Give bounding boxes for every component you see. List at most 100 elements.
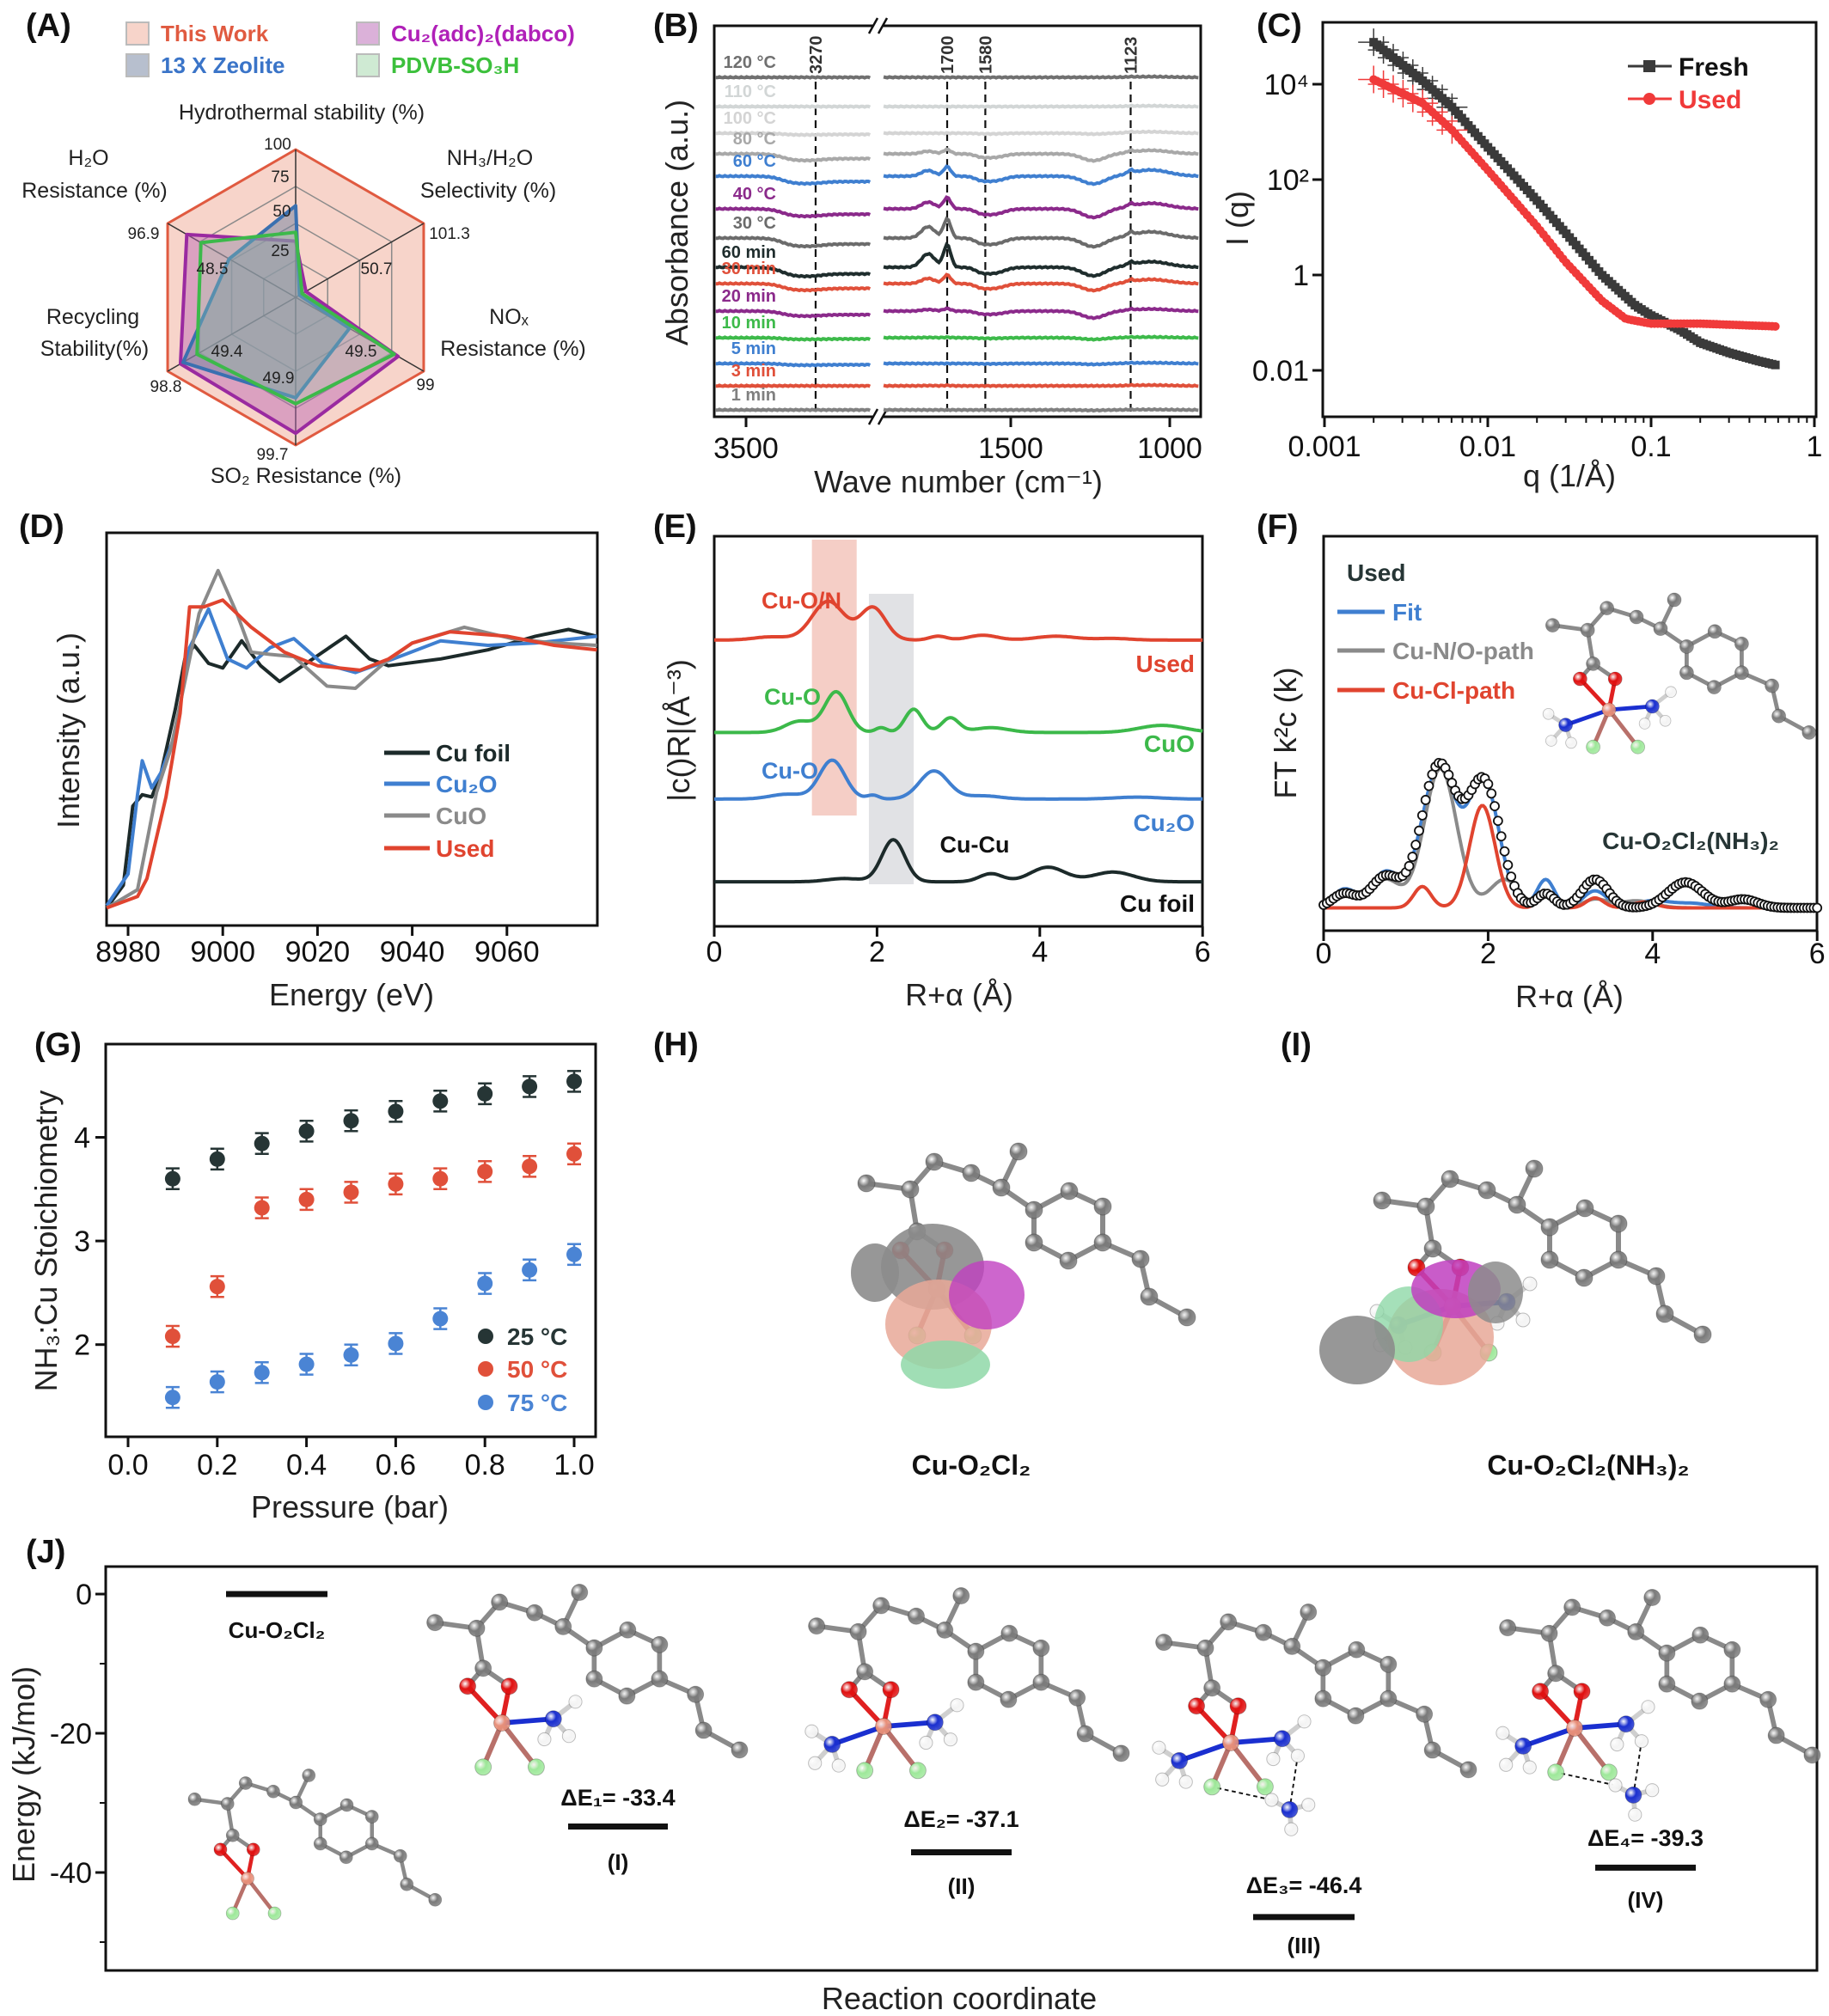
- y-tick-label: 2: [74, 1329, 90, 1362]
- xanes-line-cu-foil: [105, 627, 597, 909]
- atom-h: [1297, 1714, 1312, 1729]
- atom-o: [1607, 671, 1623, 687]
- atom-cu: [1601, 702, 1617, 718]
- x-axis-title: Wave number (cm⁻¹): [814, 464, 1103, 499]
- atom-c: [1693, 1325, 1712, 1344]
- exafs-line-cu-foil: [714, 838, 1203, 884]
- series-label: Cu₂O: [1133, 809, 1195, 836]
- atom-cl: [225, 1906, 240, 1921]
- spectrum-10-min: [715, 335, 872, 342]
- atom-cl: [856, 1762, 874, 1780]
- bond: [1572, 1726, 1612, 1775]
- radar-axis-title: NOₓ: [489, 305, 529, 329]
- atom-c: [808, 1617, 826, 1635]
- atom-h: [1634, 1734, 1649, 1749]
- legend-swatch-cu-adc-dabco: [356, 21, 380, 46]
- atom-c: [1707, 680, 1722, 694]
- atom-h: [1628, 1807, 1642, 1822]
- experimental-point: [1483, 779, 1494, 790]
- data-point-50-c: [477, 1164, 493, 1180]
- energy-label: ΔE₄= -39.3: [1587, 1825, 1704, 1851]
- axis-break-gap: [873, 412, 883, 421]
- spectrum-100-c: [715, 131, 872, 137]
- experimental-point: [1410, 840, 1422, 851]
- radar-tick-label: 96.9: [128, 225, 160, 243]
- experimental-point: [1502, 859, 1514, 871]
- atom-c: [1545, 618, 1560, 632]
- spectrum-label: 30 °C: [733, 214, 776, 233]
- radar-tick-label: 49.4: [211, 343, 243, 361]
- radar-tick-label: 50.7: [361, 260, 393, 278]
- y-tick-label: -40: [50, 1857, 92, 1890]
- bond: [1606, 704, 1655, 712]
- atom-c: [220, 1797, 235, 1811]
- atom-c: [908, 1607, 925, 1625]
- spectrum-120-c: [715, 75, 872, 80]
- spectrum-60-min: [883, 241, 1199, 278]
- atom-c: [1178, 1308, 1196, 1327]
- x-axis-title: Pressure (bar): [251, 1489, 449, 1524]
- atom-o: [213, 1842, 228, 1857]
- panel-f-exafs-fit-chart: 0 2 4 6 R+α (Å) FT k²c (k) Used Fit Cu-N/O-path C…: [1268, 535, 1826, 1014]
- series-label: Used: [1136, 651, 1195, 677]
- bond: [1538, 1689, 1577, 1731]
- atom-o: [1573, 1683, 1591, 1701]
- atom-c: [1629, 609, 1644, 625]
- atom-c: [1155, 1634, 1173, 1652]
- spectrum-110-c: [883, 103, 1199, 109]
- atom-c: [1347, 1707, 1365, 1725]
- spectrum-40-c: [883, 195, 1199, 220]
- atom-c: [1586, 656, 1600, 671]
- radar-tick-label: 49.5: [346, 343, 377, 361]
- atom-c: [1025, 1233, 1043, 1252]
- legend-label-fit: Fit: [1392, 599, 1422, 626]
- atom-n: [1281, 1800, 1299, 1818]
- atom-c: [1658, 1675, 1676, 1693]
- atom-c: [225, 1828, 240, 1842]
- atom-h: [1290, 1749, 1305, 1763]
- legend-label-used: Used: [436, 835, 494, 862]
- atom-c: [1679, 665, 1694, 681]
- legend-label-cu-n-o-path: Cu-N/O-path: [1392, 638, 1534, 664]
- x-tick-label: 6: [1809, 938, 1826, 970]
- atom-h: [1522, 1276, 1538, 1292]
- panel-h-orbital-image: Cu-O₂Cl₂: [851, 1142, 1196, 1481]
- panel-label-b: (B): [653, 8, 699, 44]
- x-tick-label: 2: [1480, 938, 1496, 970]
- spectrum-20-min: [715, 309, 872, 319]
- x-tick-label: 0.1: [1630, 431, 1671, 463]
- x-tick-label: 1.0: [554, 1449, 594, 1481]
- x-tick-label: 0.4: [286, 1449, 327, 1481]
- spectrum-label: 5 min: [731, 339, 776, 358]
- y-axis-title: FT k²c (k): [1268, 667, 1303, 798]
- legend-label-75-c: 75 °C: [507, 1390, 567, 1416]
- experimental-point: [1496, 831, 1507, 842]
- y-tick-label: 10²: [1267, 164, 1309, 197]
- spectrum-label: 10 min: [722, 314, 776, 333]
- atom-c: [1667, 592, 1682, 608]
- panel-label-e: (E): [653, 509, 697, 545]
- atom-c: [651, 1635, 669, 1653]
- x-tick-label: 0: [1316, 938, 1332, 970]
- atom-c: [289, 1795, 303, 1810]
- experimental-point: [1499, 846, 1510, 857]
- x-axis-title: Energy (eV): [269, 977, 434, 1012]
- legend-marker: [1643, 60, 1655, 72]
- spectrum-label: 80 °C: [733, 130, 776, 149]
- atom-c: [1599, 1609, 1616, 1627]
- atom-c: [1112, 1744, 1130, 1762]
- data-point-25-c: [298, 1123, 315, 1139]
- atom-n: [1514, 1737, 1532, 1755]
- axis-break-gap: [873, 21, 883, 30]
- atom-c: [1767, 1726, 1785, 1744]
- atom-h: [1545, 735, 1557, 747]
- atom-c: [1600, 601, 1615, 615]
- atom-c: [967, 1673, 985, 1691]
- marker-label: 3270: [807, 36, 826, 75]
- legend-marker: [1643, 93, 1655, 105]
- bond: [1577, 676, 1612, 712]
- atom-c: [585, 1670, 603, 1688]
- energy-label: ΔE₂= -37.1: [903, 1806, 1018, 1832]
- orbital-lobe-gray: [1319, 1316, 1395, 1384]
